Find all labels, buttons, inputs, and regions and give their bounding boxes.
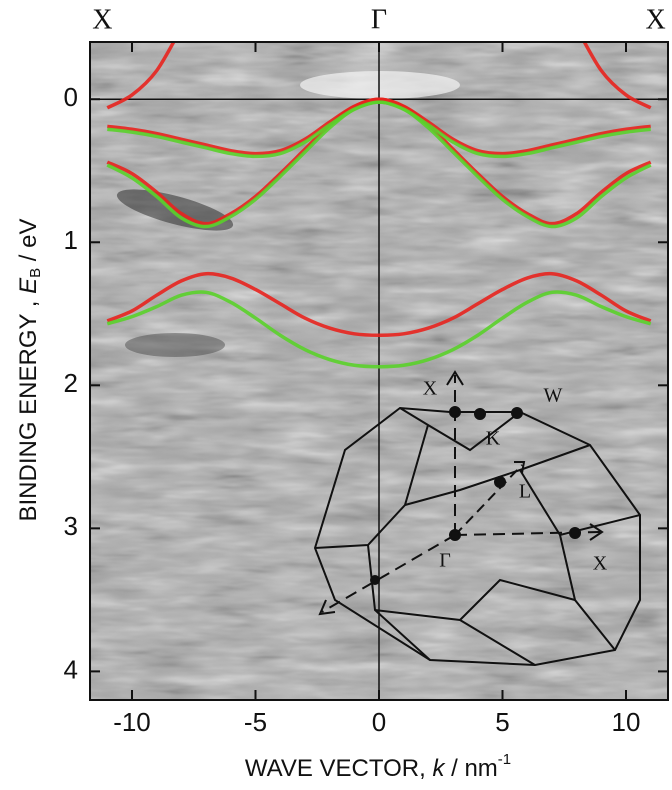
inset-label: X <box>423 378 438 400</box>
inset-label: X <box>593 553 608 575</box>
inset-label: L <box>519 481 531 503</box>
symmetry-label: X <box>92 4 112 35</box>
band-line <box>106 42 176 110</box>
plot-area <box>90 42 668 700</box>
y-tick-label: 1 <box>64 225 78 255</box>
x-tick-label: -10 <box>113 707 151 737</box>
inset-label: K <box>486 428 501 450</box>
y-axis-label: BINDING ENERGY , EB / eV <box>15 219 44 522</box>
inset-label: W <box>544 385 563 407</box>
y-tick-label: 4 <box>64 654 78 684</box>
band-line <box>582 42 652 110</box>
band-line <box>106 290 652 369</box>
band-line <box>107 100 651 159</box>
x-axis-label: WAVE VECTOR, k / nm-1 <box>245 751 511 782</box>
band-line <box>106 271 652 337</box>
inset-label: Γ <box>439 550 451 572</box>
x-tick-label: -5 <box>244 707 267 737</box>
symmetry-label: X <box>646 4 666 35</box>
y-tick-label: 0 <box>64 82 78 112</box>
x-tick-label: 5 <box>495 707 509 737</box>
symmetry-label: Γ <box>371 4 387 35</box>
x-tick-label: 0 <box>372 707 386 737</box>
x-tick-label: 10 <box>612 707 641 737</box>
brillouin-zone <box>313 370 641 667</box>
y-tick-label: 3 <box>64 511 78 541</box>
y-tick-label: 2 <box>64 368 78 398</box>
band-line <box>107 97 651 156</box>
